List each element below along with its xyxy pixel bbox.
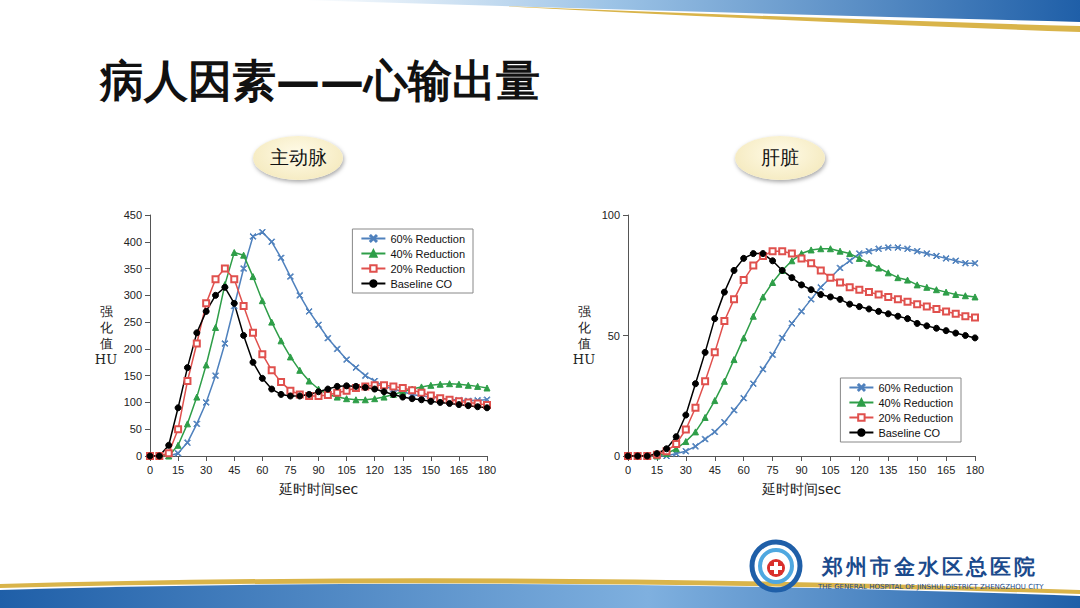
svg-text:135: 135 [879, 464, 897, 476]
html-text:主动脉: 主动脉 [269, 146, 327, 168]
svg-text:100: 100 [602, 209, 620, 221]
svg-text:Baseline CO: Baseline CO [390, 278, 452, 290]
svg-text:150: 150 [422, 464, 440, 476]
svg-text:20% Reduction: 20% Reduction [390, 263, 465, 275]
html-text:病人因素——心输出量: 病人因素——心输出量 [100, 55, 540, 106]
svg-text:45: 45 [709, 464, 721, 476]
svg-text:30: 30 [680, 464, 692, 476]
svg-text:180: 180 [478, 464, 496, 476]
svg-text:HU: HU [573, 352, 595, 367]
html-text:肝脏: 肝脏 [761, 146, 799, 168]
svg-text:90: 90 [312, 464, 324, 476]
svg-text:15: 15 [651, 464, 663, 476]
svg-text:值: 值 [578, 336, 591, 351]
svg-text:120: 120 [850, 464, 868, 476]
svg-text:300: 300 [124, 289, 142, 301]
svg-text:40% Reduction: 40% Reduction [390, 248, 465, 260]
svg-text:75: 75 [766, 464, 778, 476]
svg-text:50: 50 [608, 330, 620, 342]
svg-text:60: 60 [256, 464, 268, 476]
svg-text:105: 105 [821, 464, 839, 476]
svg-text:90: 90 [795, 464, 807, 476]
svg-text:30: 30 [200, 464, 212, 476]
svg-text:75: 75 [284, 464, 296, 476]
html-text:THE GENERAL HOSPITAL OF JINSHU: THE GENERAL HOSPITAL OF JINSHUI DISTRICT… [818, 583, 1044, 591]
svg-text:0: 0 [625, 464, 631, 476]
svg-text:45: 45 [228, 464, 240, 476]
svg-text:105: 105 [337, 464, 355, 476]
svg-text:180: 180 [966, 464, 984, 476]
svg-text:150: 150 [908, 464, 926, 476]
svg-text:0: 0 [147, 464, 153, 476]
svg-text:150: 150 [124, 370, 142, 382]
svg-text:40% Reduction: 40% Reduction [878, 397, 953, 409]
svg-text:值: 值 [100, 336, 113, 351]
svg-text:延时时间sec: 延时时间sec [761, 481, 842, 497]
svg-text:强: 强 [578, 304, 591, 319]
svg-text:化: 化 [100, 320, 113, 335]
svg-text:200: 200 [124, 343, 142, 355]
svg-text:15: 15 [172, 464, 184, 476]
svg-text:50: 50 [130, 423, 142, 435]
svg-text:0: 0 [136, 450, 142, 462]
svg-text:450: 450 [124, 209, 142, 221]
svg-text:165: 165 [450, 464, 468, 476]
svg-text:20% Reduction: 20% Reduction [878, 412, 953, 424]
svg-text:HU: HU [95, 352, 117, 367]
svg-text:400: 400 [124, 236, 142, 248]
svg-text:化: 化 [578, 320, 591, 335]
svg-text:250: 250 [124, 316, 142, 328]
svg-text:120: 120 [365, 464, 383, 476]
svg-text:60% Reduction: 60% Reduction [878, 382, 953, 394]
svg-text:165: 165 [937, 464, 955, 476]
svg-text:350: 350 [124, 263, 142, 275]
svg-text:60% Reduction: 60% Reduction [390, 233, 465, 245]
svg-text:延时时间sec: 延时时间sec [278, 481, 359, 497]
svg-text:135: 135 [394, 464, 412, 476]
svg-text:100: 100 [124, 396, 142, 408]
svg-text:0: 0 [614, 450, 620, 462]
svg-text:60: 60 [738, 464, 750, 476]
svg-text:Baseline CO: Baseline CO [878, 427, 940, 439]
html-text:郑州市金水区总医院: 郑州市金水区总医院 [822, 554, 1038, 579]
svg-text:强: 强 [100, 304, 113, 319]
